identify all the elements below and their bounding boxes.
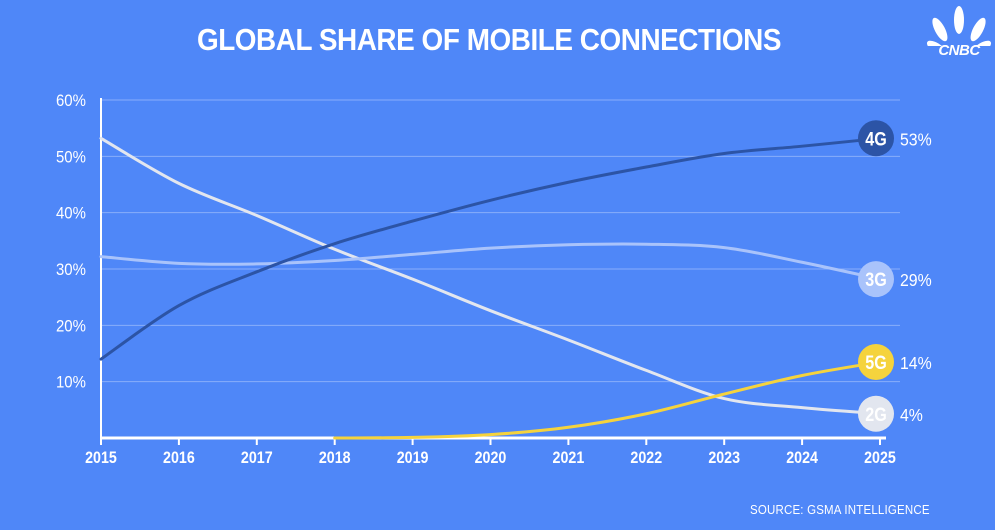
- axes: 10% 20% 30% 40% 50% 60% 2015 2016 2017 2018 2019 20…: [56, 92, 896, 467]
- series-badge-3g: [858, 261, 894, 298]
- y-tick-label: 10%: [56, 374, 86, 392]
- x-tick-label: 2022: [630, 449, 662, 467]
- x-tick-label: 2015: [85, 449, 117, 467]
- series-badge-2g: [858, 395, 894, 432]
- series-line-2g: [99, 136, 882, 416]
- x-tick-label: 2016: [163, 449, 195, 467]
- y-tick-label: 30%: [56, 261, 86, 279]
- end-labels: 4G 53% 3G 29% 2G 4% 5G 14%: [858, 120, 932, 432]
- series-badge-label: 5G: [865, 352, 887, 374]
- series-end-value: 4%: [900, 405, 923, 425]
- series-line-3g: [99, 242, 882, 281]
- y-tick-label: 50%: [56, 149, 86, 167]
- cnbc-logo: CNBC: [926, 6, 992, 62]
- series-line-5g: [333, 360, 882, 440]
- grid: [101, 99, 900, 383]
- series-line-4g: [99, 136, 882, 361]
- series-badge-label: 2G: [865, 404, 887, 426]
- logo-text: CNBC: [938, 42, 980, 59]
- x-tick-label: 2025: [864, 449, 896, 467]
- chart-title: GLOBAL SHARE OF MOBILE CONNECTIONS: [196, 22, 782, 57]
- series-badge-label: 4G: [865, 128, 887, 150]
- source-note: SOURCE: GSMA INTELLIGENCE: [750, 503, 930, 517]
- series-end-value: 29%: [900, 270, 932, 290]
- series-badge-4g: [858, 120, 894, 157]
- y-tick-label: 20%: [56, 318, 86, 336]
- series-end-value: 53%: [900, 129, 932, 149]
- series-lines: [99, 136, 882, 440]
- series-badge-label: 3G: [865, 269, 887, 291]
- x-tick-label: 2023: [708, 449, 740, 467]
- x-tick-label: 2018: [319, 449, 351, 467]
- x-tick-label: 2021: [553, 449, 585, 467]
- x-tick-label: 2019: [397, 449, 429, 467]
- x-tick-label: 2020: [475, 449, 507, 467]
- peacock-icon: [926, 6, 992, 57]
- y-tick-label: 40%: [56, 205, 86, 223]
- series-end-value: 14%: [900, 353, 932, 373]
- x-tick-label: 2017: [241, 449, 273, 467]
- series-badge-5g: [858, 343, 894, 380]
- y-tick-label: 60%: [56, 92, 86, 110]
- x-tick-label: 2024: [786, 449, 818, 467]
